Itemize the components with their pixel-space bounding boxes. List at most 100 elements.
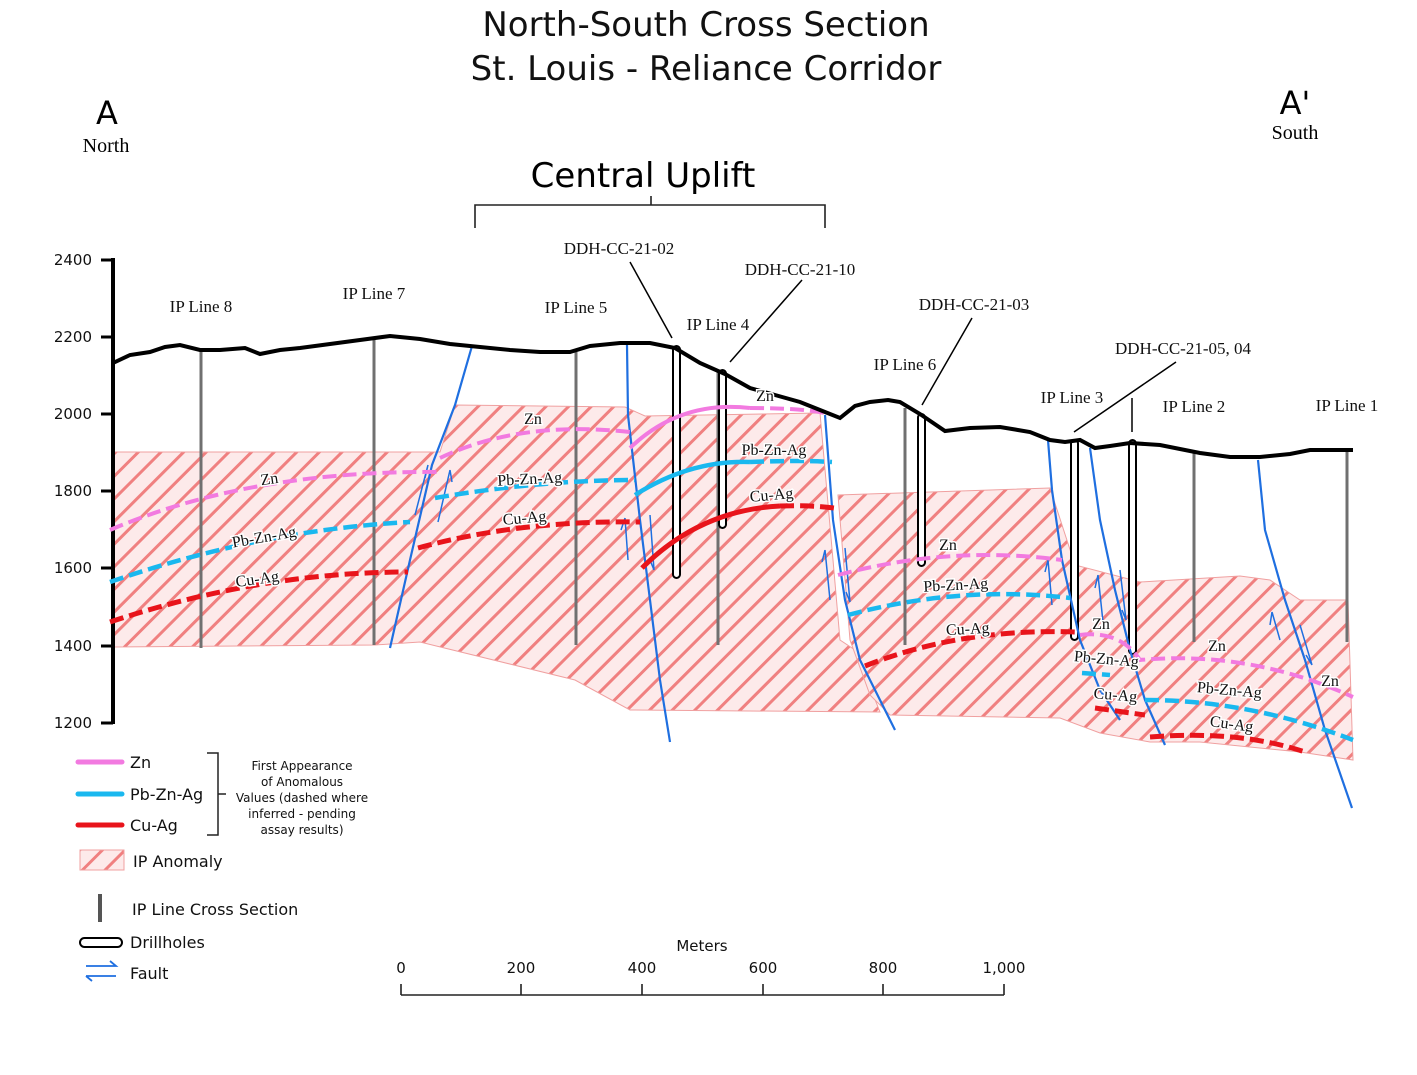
drillhole-leader	[921, 317, 973, 406]
legend-ip-anomaly-label: IP Anomaly	[133, 852, 223, 871]
scale-bar-tick-label: 400	[628, 959, 657, 977]
legend-cuag-label: Cu-Ag	[130, 816, 178, 835]
section-end-south-letter: A'	[1280, 84, 1311, 122]
central-uplift-bracket	[474, 196, 826, 228]
fault-arrow	[1299, 624, 1313, 666]
cuag-line-south-1	[864, 629, 1076, 669]
zn-zone-label: Zn	[939, 537, 957, 554]
legend-note-line: assay results)	[260, 823, 343, 837]
legend-pbznag-label: Pb-Zn-Ag	[130, 785, 203, 804]
elevation-label: 1400	[54, 637, 92, 655]
ip-line-8-label: IP Line 8	[170, 297, 233, 316]
cuag-zone-label: Cu-Ag	[1093, 685, 1138, 706]
cuag-line-south-2	[1094, 705, 1146, 718]
ip-anomaly-bodies	[112, 404, 1354, 761]
legend-ip-anomaly-swatch	[79, 849, 125, 871]
scale-bar-tick-label: 0	[396, 959, 406, 977]
zn-line-south-1	[837, 553, 1063, 577]
ip-line-4-label: IP Line 4	[687, 315, 750, 334]
drillhole-label: DDH-CC-21-05, 04	[1115, 339, 1251, 358]
elevation-label: 1600	[54, 559, 92, 577]
cuag-zone-label: Cu-Ag	[946, 620, 990, 639]
fault-arrow	[1269, 611, 1281, 641]
pbznag-line-north	[109, 519, 411, 585]
zn-zone-label: Zn	[1208, 638, 1226, 655]
legend-note-line: First Appearance	[251, 759, 352, 773]
drillhole-ddh-cc-21-02	[672, 345, 681, 579]
central-uplift-label: Central Uplift	[531, 156, 756, 196]
ip-line-7-label: IP Line 7	[343, 284, 406, 303]
fault-arrow	[1119, 569, 1127, 621]
title-line-2: St. Louis - Reliance Corridor	[471, 49, 942, 89]
cuag-line-north	[109, 569, 409, 625]
drillhole-leader	[629, 261, 673, 339]
legend-fault-label: Fault	[130, 964, 168, 983]
fault-line	[1088, 447, 1167, 746]
drillhole-ddh-cc-21-03	[917, 413, 926, 567]
fault-line	[1046, 439, 1121, 721]
ip-line-1-label: IP Line 1	[1316, 396, 1379, 415]
scale-bar-tick-label: 200	[507, 959, 536, 977]
drillhole-leader	[1073, 361, 1177, 433]
zn-zone-label: Zn	[1092, 616, 1110, 633]
faults	[388, 344, 1354, 809]
cuag-zone-label: Cu-Ag	[235, 568, 281, 591]
fault-arrow	[821, 549, 831, 601]
drillhole-label: DDH-CC-21-10	[745, 260, 856, 279]
fault-line	[625, 344, 672, 743]
legend-note-line: of Anomalous	[261, 775, 343, 789]
pbznag-line-south-2	[1081, 670, 1111, 678]
zn-zone-label: Zn	[259, 470, 279, 489]
scale-bar-line	[400, 984, 1005, 996]
legend-note-line: Values (dashed where	[236, 791, 368, 805]
elevation-label: 2400	[54, 251, 92, 269]
fault-line	[823, 414, 896, 731]
zn-zone-label: Zn	[1321, 673, 1339, 690]
ip-line-5-label: IP Line 5	[545, 298, 608, 317]
fault-line	[388, 345, 474, 649]
pbznag-line-south-3	[1144, 697, 1354, 743]
cuag-line-central-east	[779, 503, 835, 511]
zn-line-central-west	[439, 427, 631, 460]
section-end-north-label: North	[83, 135, 130, 157]
zn-line-north	[109, 469, 441, 532]
drillhole-ddh-cc-21-04	[1128, 439, 1137, 655]
legend-fault-swatch	[85, 960, 119, 982]
pbznag-zone-label: Pb-Zn-Ag	[742, 442, 807, 459]
zn-line-central-solid	[628, 404, 751, 450]
ip-line-6-label: IP Line 6	[874, 355, 937, 374]
section-end-north-letter: A	[96, 94, 118, 132]
section-end-south-label: South	[1272, 122, 1319, 144]
drillholes	[672, 345, 1137, 655]
scale-bar-tick-label: 600	[749, 959, 778, 977]
scale-bar: Meters 0 200 400 600 800 1,000	[396, 937, 1025, 996]
drillhole-label: DDH-CC-21-03	[919, 295, 1030, 314]
zn-zone-lines	[109, 404, 1354, 699]
fault-arrow	[844, 547, 851, 603]
pbznag-zone-label: Pb-Zn-Ag	[497, 469, 563, 489]
pbznag-line-central-east	[749, 458, 833, 465]
pbznag-line-central-solid	[633, 459, 751, 497]
elevation-axis-ticks	[101, 258, 113, 725]
cuag-line-central-west	[417, 519, 641, 551]
scale-bar-tick-label: 800	[869, 959, 898, 977]
fault-arrow	[1094, 574, 1104, 623]
zn-zone-label: Zn	[524, 411, 542, 428]
pbznag-zone-label: Pb-Zn-Ag	[923, 575, 989, 595]
drillhole-leader	[729, 279, 803, 363]
legend-bracket	[207, 752, 226, 836]
elevation-label: 1200	[54, 714, 92, 732]
legend-drillhole-swatch	[79, 937, 123, 948]
elevation-label: 1800	[54, 482, 92, 500]
fault-line	[1256, 459, 1354, 809]
legend-drillholes-label: Drillholes	[130, 933, 205, 952]
cuag-line-central-solid	[640, 503, 781, 570]
legend-note-line: inferred - pending	[248, 807, 356, 821]
pbznag-line-central-west	[434, 477, 636, 501]
drillhole-leaders	[629, 261, 1177, 433]
drillhole-ddh-cc-21-10	[718, 369, 727, 529]
topography-surface	[112, 333, 1353, 459]
drillhole-label: DDH-CC-21-02	[564, 239, 675, 258]
zn-line-south-2	[1079, 632, 1354, 699]
